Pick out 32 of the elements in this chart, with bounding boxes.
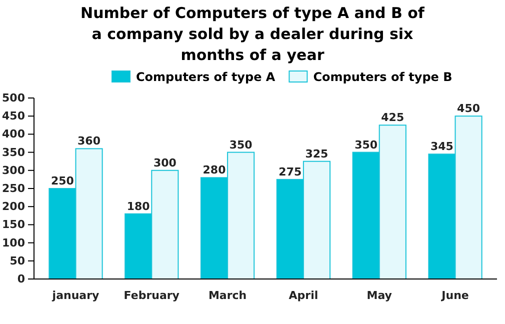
data-label: 350 <box>354 138 378 152</box>
x-tick-label: january <box>51 288 100 302</box>
data-label: 325 <box>305 147 328 160</box>
y-tick-label: 200 <box>2 200 26 214</box>
x-tick-label: April <box>288 288 318 302</box>
y-tick-label: 350 <box>2 146 26 159</box>
y-tick-label: 450 <box>2 110 26 123</box>
data-label: 280 <box>202 164 226 177</box>
data-label: 180 <box>126 200 150 213</box>
data-label: 275 <box>278 165 302 178</box>
y-tick-label: 400 <box>2 128 26 141</box>
y-tick-label: 100 <box>2 236 26 250</box>
data-label: 250 <box>50 174 74 188</box>
x-tick-label: June <box>440 288 469 302</box>
data-label: 360 <box>78 134 101 148</box>
y-tick-label: 300 <box>2 164 26 177</box>
y-tick-label: 150 <box>2 218 26 232</box>
data-label: 300 <box>153 156 177 170</box>
x-tick-label: March <box>208 288 247 302</box>
x-tick-label: February <box>124 288 180 302</box>
data-label: 350 <box>229 138 253 152</box>
y-tick-label: 250 <box>2 182 26 196</box>
chart-title: Number of Computers of type A and B of a company sold by a dealer during six months of a year <box>80 4 425 64</box>
legend-label: Computers of type B <box>313 70 452 84</box>
data-label: 450 <box>457 102 480 116</box>
y-tick-label: 50 <box>10 254 26 268</box>
data-label: 425 <box>381 111 404 124</box>
legend-label: Computers of type A <box>136 70 276 84</box>
data-label: 345 <box>430 140 454 154</box>
x-tick-label: May <box>366 288 392 302</box>
y-tick-label: 500 <box>2 92 26 105</box>
y-tick-label: 0 <box>17 272 26 286</box>
